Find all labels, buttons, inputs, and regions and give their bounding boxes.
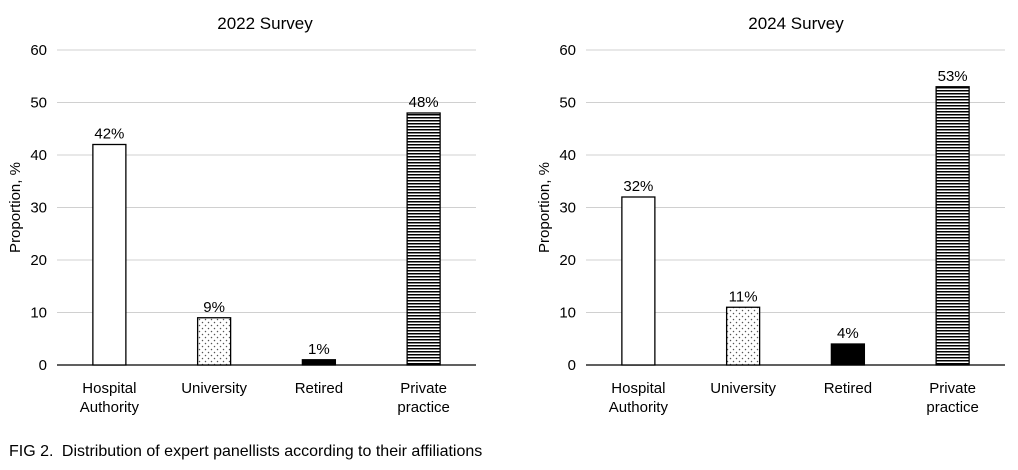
- bar: [406, 112, 441, 366]
- bar: [301, 359, 337, 366]
- data-label: 4%: [837, 325, 859, 342]
- x-tick-label: Hospital Authority: [80, 380, 140, 416]
- y-tick-label: 50: [30, 95, 47, 112]
- data-label: 48%: [409, 94, 439, 111]
- x-tick-label: Retired: [824, 380, 872, 397]
- y-tick-label: 50: [559, 95, 576, 112]
- y-tick-label: 10: [559, 305, 576, 322]
- x-tick-label: University: [710, 380, 776, 397]
- y-tick-label: 20: [30, 252, 47, 269]
- y-tick-label: 10: [30, 305, 47, 322]
- figure-caption-text: Distribution of expert panellists accord…: [61, 443, 483, 460]
- data-label: 11%: [729, 288, 758, 305]
- y-tick-label: 0: [39, 357, 47, 374]
- chart-title: 2022 Survey: [217, 14, 313, 33]
- figure-caption-label: FIG 2.: [9, 443, 54, 460]
- bar: [92, 143, 127, 366]
- y-tick-label: 60: [559, 42, 576, 59]
- y-tick-label: 0: [568, 357, 576, 374]
- bar: [935, 86, 970, 366]
- bar: [196, 317, 232, 366]
- y-tick-label: 40: [559, 147, 576, 164]
- data-label: 53%: [938, 68, 968, 85]
- y-tick-label: 40: [30, 147, 47, 164]
- data-label: 9%: [203, 299, 225, 316]
- chart-panel-2024: 2024 Survey Proportion, % 0 10 20 30 40 50 60 32%…: [536, 14, 1005, 416]
- chart-title: 2024 Survey: [748, 14, 844, 33]
- chart-panel-2022: 2022 Survey Proportion, % 0 10 20 30 40 50 60 42%…: [7, 14, 476, 416]
- figure-caption: FIG 2. Distribution of expert panellists…: [9, 443, 482, 461]
- data-label: 32%: [623, 178, 653, 195]
- x-tick-label: University: [181, 380, 247, 397]
- y-tick-label: 60: [30, 42, 47, 59]
- y-axis-label: Proportion, %: [7, 162, 24, 253]
- bar: [725, 306, 761, 366]
- x-tick-label: Retired: [295, 380, 343, 397]
- x-tick-label: Private practice: [926, 380, 979, 416]
- bar: [621, 196, 656, 366]
- data-label: 42%: [94, 126, 124, 143]
- x-tick-label: Private practice: [397, 380, 450, 416]
- bar: [830, 343, 866, 366]
- x-tick-label: Hospital Authority: [609, 380, 669, 416]
- y-tick-label: 20: [559, 252, 576, 269]
- data-label: 1%: [308, 341, 330, 358]
- y-axis-label: Proportion, %: [536, 162, 553, 253]
- y-tick-label: 30: [30, 200, 47, 217]
- y-tick-label: 30: [559, 200, 576, 217]
